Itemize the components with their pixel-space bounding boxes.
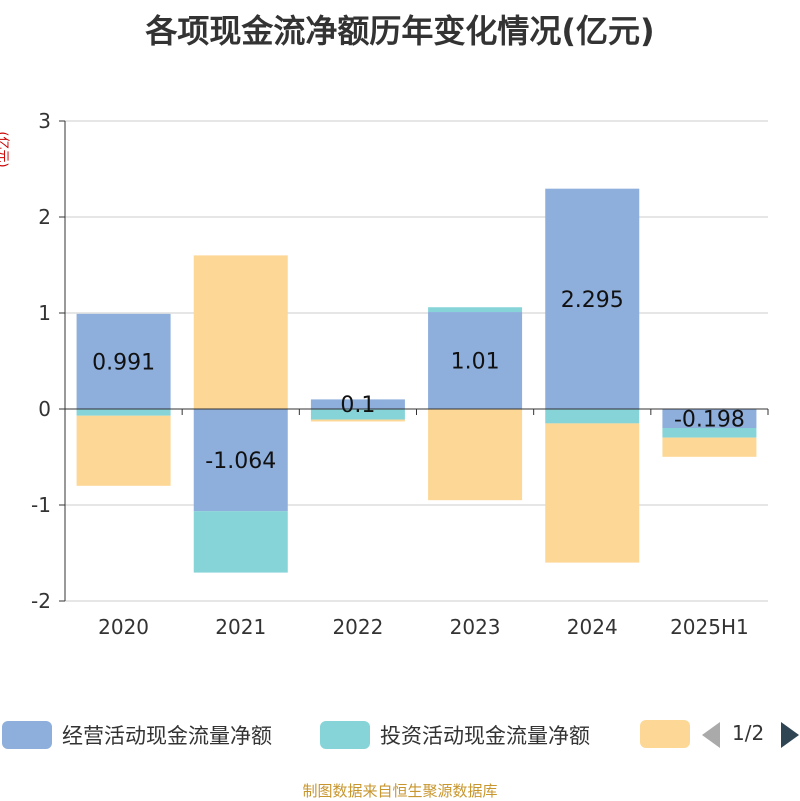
legend-label-investing: 投资活动现金流量净额: [380, 724, 590, 748]
legend-item-investing[interactable]: 投资活动现金流量净额: [320, 720, 590, 750]
bar-segment-series-2-2020[interactable]: [76, 415, 171, 486]
bar-segment-series-1-2020[interactable]: [76, 409, 171, 416]
legend-next-page-icon[interactable]: [781, 722, 799, 748]
legend-page-indicator: 1/2: [732, 721, 765, 745]
y-tick-label: 2: [38, 205, 51, 229]
y-tick-label: -1: [31, 493, 51, 517]
chart-plot: 3 2 1 0 -1 -2 2020 0.991 2021 -1.064 2022 0.1 2023 1.…: [31, 109, 769, 639]
x-tick-label: 2021: [215, 615, 266, 639]
bar-segment-series-1-2021[interactable]: [193, 511, 288, 573]
bar-segment-series-0-2020[interactable]: [76, 313, 171, 409]
y-tick-label: 1: [38, 301, 51, 325]
data-label: -0.198: [674, 408, 745, 433]
x-tick-label: 2025H1: [670, 615, 749, 639]
data-label: 0.991: [92, 350, 155, 375]
legend-swatch-investing: [320, 721, 370, 749]
x-tick-label: 2024: [567, 615, 618, 639]
legend-item-third[interactable]: [640, 720, 700, 748]
x-tick-label: 2020: [98, 615, 149, 639]
bar-segment-series-1-2025H1[interactable]: [662, 428, 757, 438]
legend-label-operating: 经营活动现金流量净额: [62, 724, 272, 748]
legend-item-operating[interactable]: 经营活动现金流量净额: [2, 720, 272, 750]
bar-segment-series-1-2023[interactable]: [428, 307, 523, 313]
source-note: 制图数据来自恒生聚源数据库: [302, 782, 498, 800]
bar-segment-series-2-2021[interactable]: [193, 255, 288, 409]
y-tick-label: 0: [38, 397, 51, 421]
bar-segment-series-2-2024[interactable]: [545, 423, 640, 563]
x-tick-label: 2022: [332, 615, 383, 639]
bar-segment-series-0-2024[interactable]: [545, 188, 640, 409]
data-label: -1.064: [205, 449, 276, 474]
data-label: 1.01: [451, 350, 500, 375]
bar-segment-series-1-2024[interactable]: [545, 409, 640, 424]
bar-segment-series-0-2025H1[interactable]: [662, 409, 757, 429]
data-label: 0.1: [340, 393, 375, 418]
x-tick-label: 2023: [450, 615, 501, 639]
legend: 经营活动现金流量净额 投资活动现金流量净额 1/2: [0, 712, 800, 756]
legend-swatch-third: [640, 720, 690, 748]
bar-segment-series-0-2023[interactable]: [428, 312, 523, 409]
bar-segment-series-1-2022[interactable]: [310, 409, 405, 420]
bar-segment-series-2-2025H1[interactable]: [662, 437, 757, 457]
bar-segment-series-2-2023[interactable]: [428, 409, 523, 501]
y-tick-label: 3: [38, 109, 51, 133]
data-label: 2.295: [561, 288, 624, 313]
bar-segment-series-0-2021[interactable]: [193, 409, 288, 512]
bar-segment-series-2-2022[interactable]: [310, 419, 405, 422]
legend-prev-page-icon[interactable]: [702, 722, 720, 748]
legend-swatch-operating: [2, 721, 52, 749]
chart-title: 各项现金流净额历年变化情况(亿元): [145, 12, 655, 50]
y-tick-label: -2: [31, 589, 51, 613]
bar-segment-series-0-2022[interactable]: [310, 399, 405, 409]
